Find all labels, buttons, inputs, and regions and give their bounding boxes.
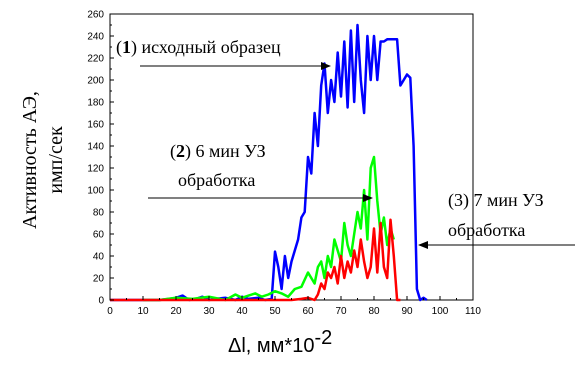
- y-tick-label: 180: [87, 98, 104, 109]
- y-tick-label: 20: [93, 274, 105, 285]
- y-tick-label: 60: [93, 230, 105, 241]
- x-tick-label: 100: [432, 306, 449, 317]
- annotation-2: (2) 6 мин УЗ: [170, 141, 266, 162]
- x-axis-label-exponent: -2: [314, 327, 332, 349]
- x-tick-label: 40: [236, 306, 248, 317]
- annotation-2-num: 2: [176, 141, 185, 161]
- y-tick-label: 120: [87, 164, 104, 175]
- x-axis-label-main: Δl, мм*10: [228, 335, 314, 357]
- y-tick-label: 100: [87, 186, 104, 197]
- annotation-1-num: 1: [122, 37, 131, 57]
- y-ticks: 0 20 40 60 80 100 120 140 160 180 200 220 240 260: [87, 10, 114, 307]
- annotation-1: (1) исходный образец: [116, 37, 281, 58]
- y-tick-label: 0: [98, 296, 104, 307]
- y-tick-label: 240: [87, 32, 104, 43]
- x-axis-label: Δl, мм*10-2: [228, 327, 332, 357]
- y-tick-label: 40: [93, 252, 105, 263]
- x-tick-label: 50: [269, 306, 281, 317]
- x-ticks: 0 10 20 30 40 50 60 70 80 90 100 110: [107, 296, 481, 317]
- y-axis-label-line1: Активность АЭ,: [19, 91, 41, 229]
- annotation-2-line2: обработка: [178, 170, 255, 190]
- x-tick-label: 90: [401, 306, 413, 317]
- annotation-2-text: ) 6 мин УЗ: [185, 141, 266, 162]
- y-axis-label-line2: имп/сек: [45, 126, 67, 194]
- x-tick-label: 80: [368, 306, 380, 317]
- series-red-line: [110, 218, 401, 302]
- annotation-3: (3) 7 мин УЗ: [448, 190, 544, 211]
- y-tick-label: 160: [87, 120, 104, 131]
- x-tick-label: 70: [335, 306, 347, 317]
- annotation-3-line2: обработка: [448, 220, 525, 240]
- y-tick-label: 260: [87, 10, 104, 21]
- x-tick-label: 30: [203, 306, 215, 317]
- y-tick-label: 140: [87, 142, 104, 153]
- x-tick-label: 60: [302, 306, 314, 317]
- y-tick-label: 80: [93, 208, 105, 219]
- x-tick-label: 0: [107, 306, 113, 317]
- x-tick-label: 10: [137, 306, 149, 317]
- y-tick-label: 220: [87, 54, 104, 65]
- x-tick-label: 110: [465, 306, 481, 317]
- x-tick-label: 20: [170, 306, 182, 317]
- y-axis-label: Активность АЭ, имп/сек: [19, 91, 67, 229]
- annotation-1-text: ) исходный образец: [131, 37, 281, 58]
- y-tick-label: 200: [87, 76, 104, 87]
